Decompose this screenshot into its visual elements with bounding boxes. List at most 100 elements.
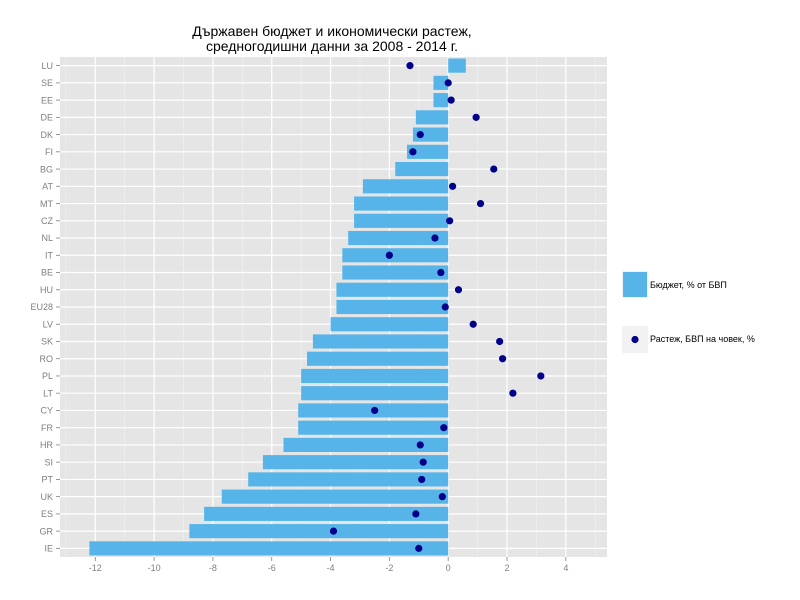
x-tick-label: -2 bbox=[385, 563, 393, 573]
bar-NL bbox=[348, 230, 449, 246]
y-tick-label: DE bbox=[40, 113, 53, 123]
point-AT bbox=[449, 182, 457, 190]
y-tick-label: IE bbox=[44, 544, 53, 554]
bar-EU28 bbox=[336, 299, 449, 315]
y-tick-label: CY bbox=[40, 406, 53, 416]
legend-key-budget-swatch bbox=[623, 272, 647, 297]
y-tick-label: SK bbox=[41, 337, 53, 347]
x-tick-label: -6 bbox=[268, 563, 276, 573]
bar-PT bbox=[248, 472, 449, 487]
point-DK bbox=[416, 130, 424, 139]
legend: Бюджет, % от БВП Растеж, БВП на човек, % bbox=[622, 271, 755, 353]
y-tick-label: PL bbox=[42, 371, 53, 381]
point-CZ bbox=[446, 217, 454, 225]
bar-HR bbox=[283, 437, 449, 452]
point-NL bbox=[431, 234, 439, 242]
bar-ES bbox=[204, 506, 449, 521]
y-tick-label: LT bbox=[43, 388, 53, 398]
legend-key-growth-point bbox=[631, 335, 639, 344]
y-tick-label: FI bbox=[45, 147, 53, 157]
y-tick-label: EE bbox=[41, 95, 53, 105]
point-IE bbox=[415, 544, 423, 552]
bar-PL bbox=[301, 368, 449, 384]
axis-layer: LU SE EE DE DK FI BG AT MT CZ NL IT BE HU EU28 LV SK RO PL… bbox=[30, 61, 568, 573]
legend-label-budget: Бюджет, % от БВП bbox=[650, 280, 727, 290]
x-tick-label: -10 bbox=[148, 563, 161, 573]
bar-AT bbox=[362, 179, 449, 194]
point-RO bbox=[498, 355, 507, 363]
point-GR bbox=[329, 527, 338, 535]
y-tick-label: MT bbox=[40, 199, 53, 209]
point-SK bbox=[496, 337, 504, 346]
y-tick-label: UK bbox=[40, 492, 53, 502]
x-tick-label: 4 bbox=[563, 563, 568, 573]
y-tick-label: SI bbox=[44, 457, 53, 467]
x-tick-label: 2 bbox=[505, 563, 510, 573]
bar-BG bbox=[395, 162, 449, 177]
y-tick-label: DK bbox=[40, 130, 53, 140]
y-tick-label: RO bbox=[40, 354, 54, 364]
y-tick-label: LV bbox=[43, 319, 53, 329]
bar-LT bbox=[301, 386, 449, 401]
bar-FI bbox=[407, 144, 449, 159]
point-DE bbox=[472, 113, 480, 121]
bar-GR bbox=[189, 524, 449, 539]
bar-DE bbox=[415, 110, 449, 125]
x-tick-label: -8 bbox=[209, 563, 217, 573]
y-tick-label: SE bbox=[41, 78, 53, 88]
bar-layer bbox=[89, 58, 466, 556]
point-LV bbox=[469, 320, 477, 328]
point-LT bbox=[509, 389, 517, 397]
y-tick-label: HU bbox=[40, 285, 53, 295]
point-layer bbox=[329, 62, 545, 552]
point-CY bbox=[371, 406, 379, 415]
point-MT bbox=[476, 199, 485, 208]
legend-label-growth: Растеж, БВП на човек, % bbox=[650, 334, 755, 344]
y-tick-label: LU bbox=[41, 61, 53, 71]
bar-SK bbox=[312, 334, 449, 349]
bar-CZ bbox=[354, 213, 449, 228]
y-tick-label: ES bbox=[41, 509, 53, 519]
bar-LV bbox=[330, 317, 449, 332]
point-SI bbox=[419, 458, 427, 466]
bar-IE bbox=[89, 541, 449, 556]
bar-IT bbox=[342, 248, 449, 263]
bar-MT bbox=[354, 196, 449, 211]
point-EU28 bbox=[441, 303, 449, 311]
bar-HU bbox=[336, 282, 449, 297]
point-BG bbox=[490, 165, 498, 173]
bar-RO bbox=[307, 351, 449, 366]
bar-FR bbox=[298, 420, 449, 435]
point-IT bbox=[385, 251, 393, 259]
bar-UK bbox=[221, 489, 449, 504]
bar-EE bbox=[433, 93, 449, 108]
y-tick-label: AT bbox=[42, 182, 53, 192]
y-tick-label: FR bbox=[41, 423, 53, 433]
bar-SE bbox=[433, 75, 449, 90]
point-LU bbox=[406, 62, 414, 70]
y-tick-label: HR bbox=[40, 440, 53, 450]
chart-title-line-1: Държавен бюджет и икономически растеж, bbox=[192, 23, 471, 39]
point-UK bbox=[438, 493, 446, 501]
point-FI bbox=[409, 148, 417, 156]
point-PL bbox=[537, 372, 545, 380]
bar-SI bbox=[262, 455, 449, 470]
point-BE bbox=[437, 268, 445, 277]
bar-DK bbox=[412, 127, 449, 142]
bar-LU bbox=[448, 58, 466, 73]
y-tick-label: NL bbox=[41, 233, 53, 243]
y-tick-label: GR bbox=[40, 526, 54, 536]
y-tick-label: BE bbox=[41, 268, 53, 278]
point-PT bbox=[418, 475, 426, 484]
point-SE bbox=[444, 79, 452, 87]
point-ES bbox=[412, 510, 420, 518]
y-tick-label: BG bbox=[40, 164, 53, 174]
y-tick-label: CZ bbox=[41, 216, 53, 226]
y-tick-label: IT bbox=[45, 250, 54, 260]
point-HU bbox=[454, 286, 463, 294]
y-tick-label: EU28 bbox=[30, 302, 53, 312]
point-EE bbox=[447, 96, 455, 104]
bar-BE bbox=[342, 265, 449, 280]
